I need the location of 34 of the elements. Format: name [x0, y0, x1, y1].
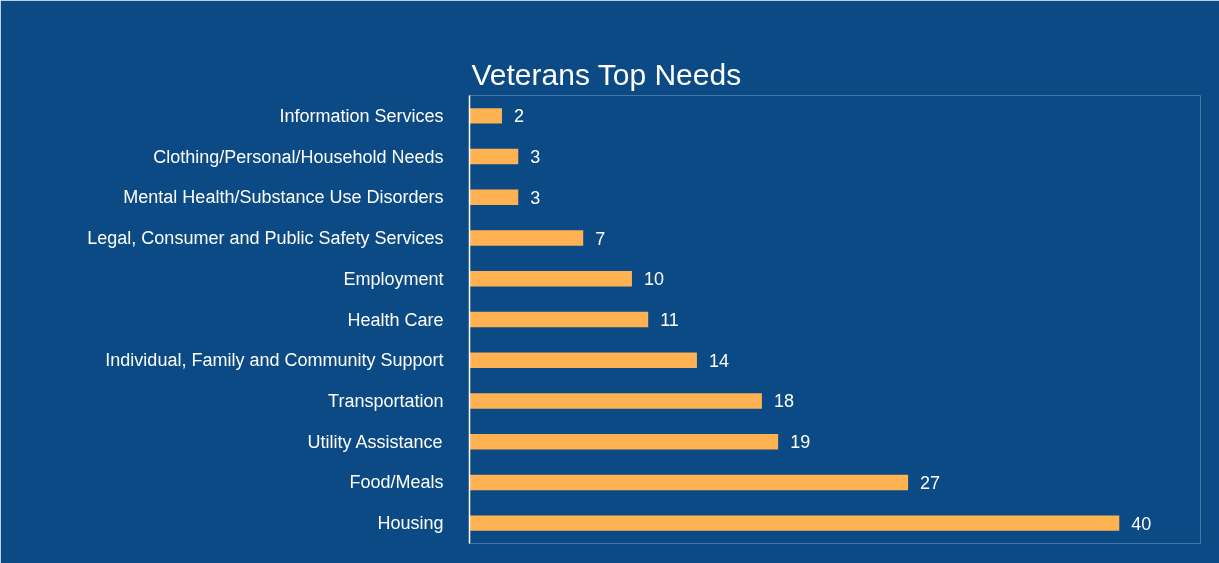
data-label: 14 — [708, 350, 729, 371]
bar — [469, 352, 697, 368]
y-tick-label: Transportation — [328, 390, 444, 411]
bar — [469, 474, 909, 491]
data-label: 3 — [530, 147, 541, 168]
bar — [469, 230, 584, 246]
data-label: 27 — [920, 472, 941, 493]
y-tick-label: Utility Assistance — [307, 431, 443, 452]
data-label: 40 — [1131, 513, 1152, 534]
data-label: 10 — [643, 269, 664, 290]
y-tick-label: Mental Health/Substance Use Disorders — [123, 187, 444, 208]
bar — [469, 433, 779, 450]
data-label: 11 — [660, 310, 679, 330]
bar — [469, 108, 502, 124]
bar — [469, 189, 519, 206]
y-tick-label: Housing — [377, 513, 444, 534]
data-label: 7 — [595, 228, 606, 249]
bar — [469, 271, 632, 287]
data-label: 2 — [513, 106, 524, 127]
y-tick-label: Food/Meals — [349, 472, 444, 493]
bar — [469, 148, 519, 165]
bar — [469, 515, 1120, 531]
y-tick-label: Information Services — [279, 105, 444, 126]
data-label: 18 — [773, 391, 794, 412]
bar — [469, 311, 649, 328]
y-tick-label: Individual, Family and Community Support — [105, 350, 444, 371]
bar — [469, 393, 762, 409]
y-tick-label: Health Care — [347, 309, 444, 330]
chart-title: Veterans Top Needs — [471, 57, 742, 91]
data-label: 3 — [530, 187, 541, 208]
y-tick-label: Legal, Consumer and Public Safety Services — [87, 228, 444, 249]
y-tick-label: Clothing/Personal/Household Needs — [153, 146, 444, 167]
data-label: 19 — [790, 432, 811, 453]
y-tick-label: Employment — [343, 268, 444, 289]
